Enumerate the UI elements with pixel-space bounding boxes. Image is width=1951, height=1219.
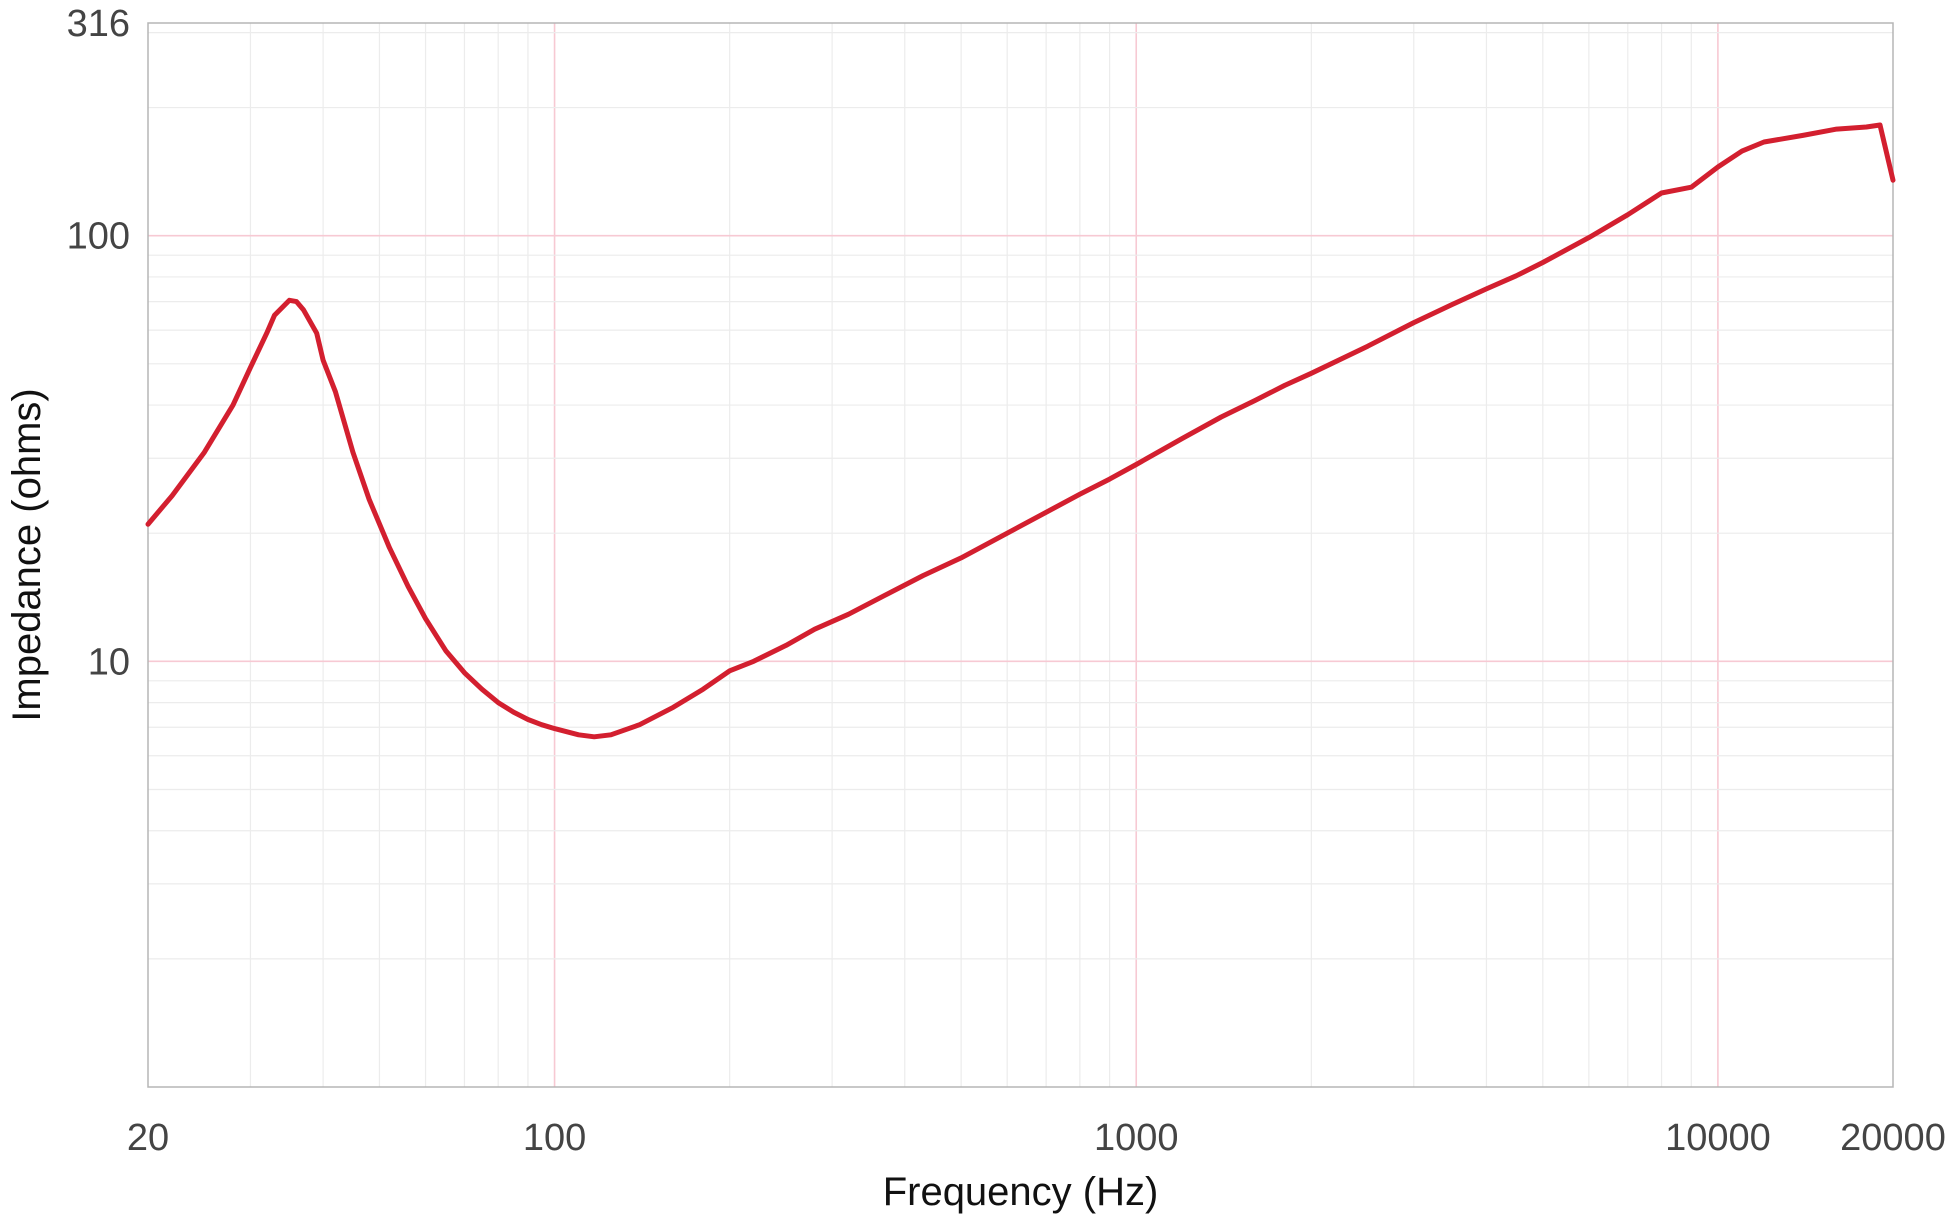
x-axis-title: Frequency (Hz): [883, 1170, 1159, 1214]
y-tick-label: 316: [67, 3, 130, 45]
impedance-series-line: [145, 122, 1896, 740]
y-tick-label: 100: [67, 216, 130, 258]
x-tick-label: 20: [127, 1117, 169, 1159]
y-tick-label: 10: [88, 641, 130, 683]
x-tick-label: 20000: [1840, 1117, 1946, 1159]
tick-layer: 20 100 1000 10000 20000 10 100 316: [67, 3, 1946, 1159]
grid-layer: [148, 23, 1893, 1087]
x-tick-label: 1000: [1094, 1117, 1179, 1159]
series-layer: [145, 122, 1896, 740]
x-tick-label: 100: [523, 1117, 586, 1159]
x-tick-label: 10000: [1665, 1117, 1771, 1159]
y-axis-title: Impedance (ohms): [5, 388, 49, 721]
plot-frame: [147, 22, 1894, 1088]
